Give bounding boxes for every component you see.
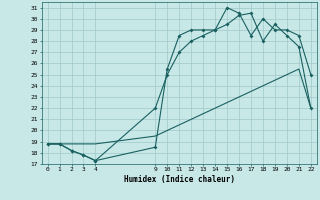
X-axis label: Humidex (Indice chaleur): Humidex (Indice chaleur) bbox=[124, 175, 235, 184]
